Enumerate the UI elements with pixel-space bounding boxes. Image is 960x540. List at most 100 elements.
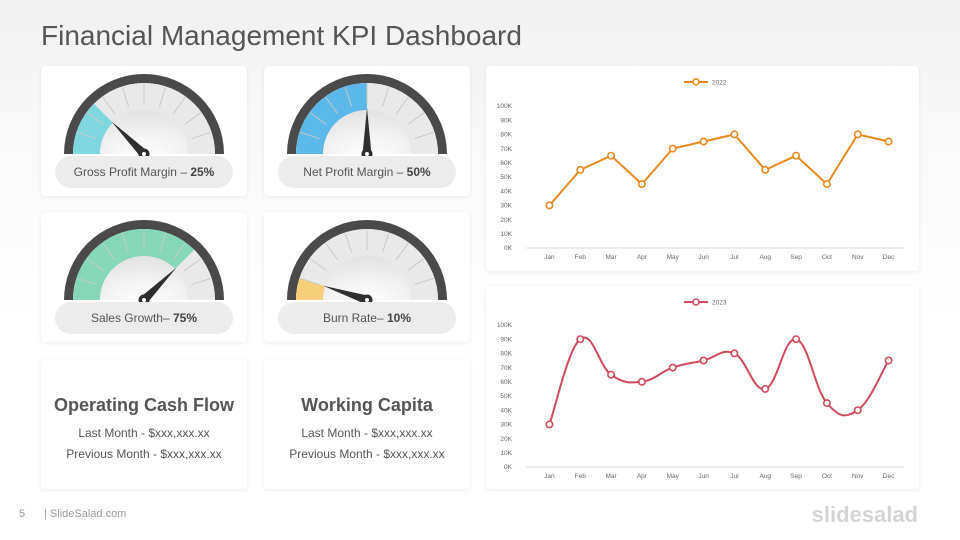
gauge-tick: [344, 87, 353, 107]
x-tick-label: Apr: [637, 473, 648, 480]
gauge-tick: [310, 258, 327, 272]
y-tick-label: 70K: [500, 365, 512, 372]
gauge-tick: [414, 131, 434, 140]
line-chart-2023: 2023 0K 10K 20K 30K 40K 50K 60K 70K 80K 90K 100K Jan…: [497, 298, 904, 480]
info-card-title: Working Capita: [301, 395, 433, 415]
gauge-tick: [325, 243, 339, 260]
gauge-tick: [381, 87, 390, 107]
gauge-tick: [172, 243, 186, 260]
legend-label: 2023: [712, 300, 727, 307]
y-tick-label: 80K: [500, 351, 512, 358]
y-tick-label: 20K: [500, 217, 512, 224]
gauge-tick: [172, 97, 186, 114]
data-point: [761, 165, 770, 174]
data-point: [761, 384, 770, 393]
gauge-needle: [111, 121, 148, 158]
x-tick-label: Sep: [790, 254, 802, 261]
x-tick-label: Jun: [698, 254, 709, 261]
x-tick-label: Mar: [605, 473, 617, 480]
x-tick-label: Jan: [544, 473, 555, 480]
gauge-label-text: Sales Growth–: [90, 311, 173, 325]
x-tick-label: Aug: [759, 473, 771, 480]
gauge-sales-growth: [64, 220, 224, 306]
chart-card-2022: 2022 0K 10K 20K 30K 40K 50K 60K 70K 80K 90K 100K Jan…: [486, 66, 919, 271]
gauge-tick: [300, 131, 320, 140]
gauge-fill: [73, 229, 195, 300]
x-tick-label: Apr: [637, 254, 648, 261]
gauge-rim: [64, 74, 224, 154]
gauge-tick: [381, 233, 390, 253]
data-point: [637, 377, 646, 386]
data-point: [853, 130, 862, 139]
x-tick-label: Nov: [852, 254, 864, 261]
x-tick-label: Jun: [698, 473, 709, 480]
gauge-tick: [395, 97, 409, 114]
series-line: [548, 336, 890, 425]
data-point: [822, 399, 831, 408]
gauge-hub: [323, 256, 411, 300]
gauge-tick: [121, 233, 130, 253]
gauge-tick: [102, 243, 116, 260]
gauge-value: 25%: [190, 165, 215, 179]
legend-marker: [692, 298, 700, 306]
data-point: [792, 335, 801, 344]
gauge-tick: [407, 258, 424, 272]
x-tick-label: Feb: [575, 473, 587, 480]
gauge-fill: [296, 278, 326, 300]
x-tick-label: May: [667, 254, 680, 261]
gauge-rim: [64, 220, 224, 300]
gauge-label-gross-profit: Gross Profit Margin – 25%: [55, 156, 233, 188]
gauge-needle: [362, 108, 372, 154]
gauge-tick: [344, 233, 353, 253]
chart-card-2023: 2023 0K 10K 20K 30K 40K 50K 60K 70K 80K 90K 100K Jan…: [486, 286, 919, 489]
data-point: [884, 356, 893, 365]
x-tick-label: Sep: [790, 473, 802, 480]
gauge-card-gross-profit: Gross Profit Margin – 25%: [41, 66, 247, 196]
gauge-fill: [73, 103, 113, 154]
y-tick-label: 0K: [504, 464, 513, 471]
data-point: [576, 335, 585, 344]
x-tick-label: Dec: [883, 473, 895, 480]
y-tick-label: 30K: [500, 203, 512, 210]
y-tick-label: 50K: [500, 174, 512, 181]
gauge-tick: [407, 112, 424, 126]
gauge-label-burn-rate: Burn Rate– 10%: [278, 302, 456, 334]
gauge-rim: [287, 74, 447, 154]
gauge-tick: [191, 131, 211, 140]
data-point: [607, 370, 616, 379]
x-tick-label: Jul: [730, 254, 739, 261]
gauge-card-net-profit: Net Profit Margin – 50%: [264, 66, 470, 196]
y-tick-label: 60K: [500, 160, 512, 167]
gauge-tick: [102, 97, 116, 114]
x-tick-label: Oct: [822, 473, 832, 480]
gauge-hub: [100, 256, 188, 300]
gauge-tick: [77, 277, 97, 286]
y-tick-label: 60K: [500, 379, 512, 386]
x-tick-label: Nov: [852, 473, 864, 480]
gauge-tick: [191, 277, 211, 286]
gauge-tick: [87, 112, 104, 126]
gauge-gross-profit: [64, 74, 224, 160]
info-card-operating-cash-flow: Operating Cash Flow Last Month - $xxx,xx…: [41, 359, 247, 489]
x-tick-label: Jul: [730, 473, 739, 480]
gauge-needle-center: [365, 152, 369, 156]
gauge-tick: [414, 277, 434, 286]
footer-site-link[interactable]: | SlideSalad.com: [44, 508, 127, 520]
info-card-last-month: Last Month - $xxx,xxx.xx: [301, 426, 433, 440]
y-tick-label: 70K: [500, 146, 512, 153]
gauge-needle-center: [365, 298, 369, 302]
data-point: [730, 130, 739, 139]
page-number: 5: [19, 508, 26, 520]
x-tick-label: Oct: [822, 254, 832, 261]
data-point: [884, 137, 893, 146]
data-point: [668, 144, 677, 153]
brand-logo: slidesalad: [811, 502, 918, 527]
info-card-last-month: Last Month - $xxx,xxx.xx: [78, 426, 210, 440]
y-tick-label: 90K: [500, 336, 512, 343]
gauge-tick: [184, 258, 201, 272]
gauge-value: 50%: [406, 165, 431, 179]
gauge-label-text: Gross Profit Margin –: [73, 165, 191, 179]
y-tick-label: 20K: [500, 436, 512, 443]
gauge-tick: [158, 87, 167, 107]
data-point: [607, 151, 616, 160]
